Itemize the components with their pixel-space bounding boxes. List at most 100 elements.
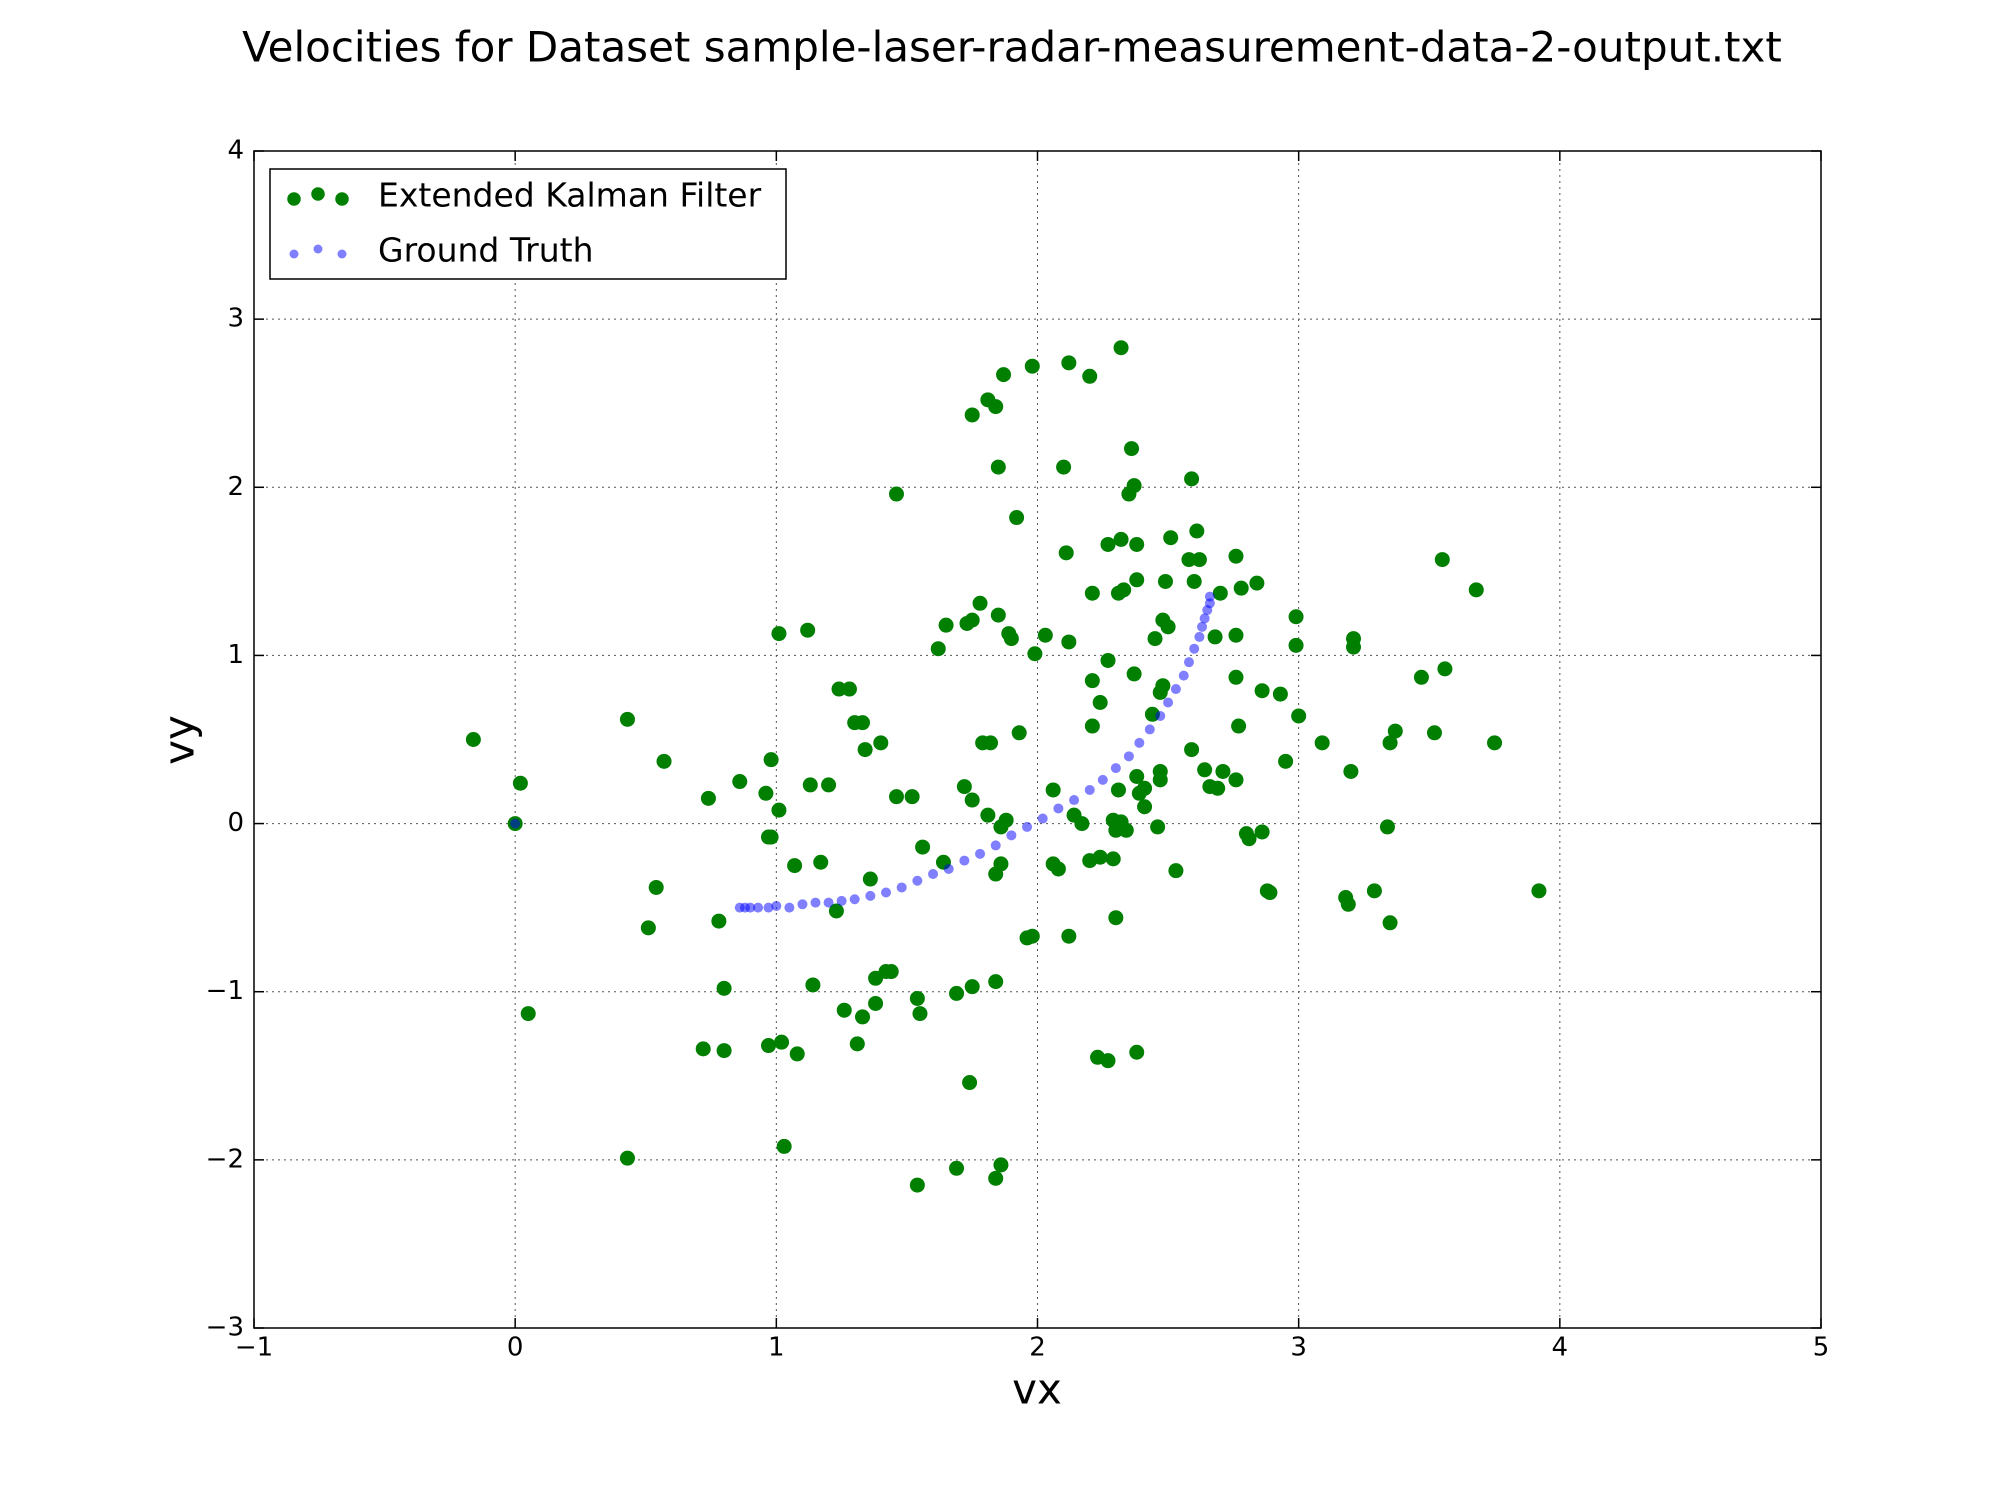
scatter-point: [1189, 643, 1200, 654]
x-tick-label: 4: [1552, 1333, 1569, 1363]
legend-marker: [311, 187, 325, 201]
scatter-point: [1168, 863, 1184, 879]
scatter-point: [943, 863, 954, 874]
y-tick-label: 1: [227, 640, 244, 670]
scatter-point: [949, 1160, 965, 1176]
scatter-point: [959, 855, 970, 866]
scatter-point: [849, 894, 860, 905]
scatter-point: [873, 735, 889, 751]
scatter-point: [831, 681, 847, 697]
scatter-point: [1254, 683, 1270, 699]
scatter-point: [938, 617, 954, 633]
scatter-point: [928, 869, 939, 880]
scatter-point: [813, 854, 829, 870]
scatter-point: [1100, 536, 1116, 552]
scatter-point: [789, 1046, 805, 1062]
scatter-point: [1126, 478, 1142, 494]
scatter-point: [510, 818, 521, 829]
scatter-point: [1382, 915, 1398, 931]
scatter-point: [1074, 816, 1090, 832]
scatter-point: [1129, 572, 1145, 588]
scatter-point: [1241, 831, 1257, 847]
scatter-point: [993, 856, 1009, 872]
scatter-point: [512, 775, 528, 791]
x-tick-label: 1: [768, 1333, 785, 1363]
scatter-point: [1144, 724, 1155, 735]
scatter-point: [1379, 819, 1395, 835]
scatter-point: [1183, 657, 1194, 668]
scatter-point: [640, 920, 656, 936]
scatter-point: [993, 1157, 1009, 1173]
scatter-point: [909, 1177, 925, 1193]
scatter-point: [1228, 669, 1244, 685]
scatter-point: [1129, 536, 1145, 552]
scatter-point: [1113, 531, 1129, 547]
scatter-point: [753, 902, 764, 913]
scatter-point: [1058, 545, 1074, 561]
scatter-point: [1024, 928, 1040, 944]
scatter-point: [857, 742, 873, 758]
legend-marker: [289, 249, 299, 259]
scatter-point: [1343, 763, 1359, 779]
scatter-point: [771, 900, 782, 911]
scatter-point: [823, 897, 834, 908]
scatter-point: [1084, 673, 1100, 689]
scatter-point: [1003, 631, 1019, 647]
scatter-point: [1137, 799, 1153, 815]
scatter-point: [1487, 735, 1503, 751]
scatter-point: [1437, 661, 1453, 677]
scatter-point: [784, 902, 795, 913]
scatter-point: [1137, 780, 1153, 796]
scatter-point: [745, 902, 756, 913]
scatter-point: [865, 890, 876, 901]
scatter-point: [1110, 763, 1121, 774]
x-tick-label: 3: [1290, 1333, 1307, 1363]
scatter-point: [1272, 686, 1288, 702]
scatter-point: [990, 607, 1006, 623]
scatter-point: [619, 1150, 635, 1166]
scatter-point: [980, 807, 996, 823]
y-tick-label: 2: [227, 472, 244, 502]
scatter-point: [988, 1170, 1004, 1186]
scatter-point: [1184, 742, 1200, 758]
scatter-point: [975, 848, 986, 859]
scatter-point: [896, 882, 907, 893]
chart-title: Velocities for Dataset sample-laser-rada…: [242, 23, 1782, 72]
scatter-point: [1022, 821, 1033, 832]
scatter-point: [760, 1038, 776, 1054]
scatter-point: [763, 829, 779, 845]
scatter-point: [800, 622, 816, 638]
scatter-point: [862, 871, 878, 887]
scatter-point: [888, 486, 904, 502]
scatter-point: [774, 1034, 790, 1050]
scatter-point: [1228, 548, 1244, 564]
scatter-point: [883, 964, 899, 980]
scatter-point: [1092, 695, 1108, 711]
scatter-point: [716, 980, 732, 996]
scatter-point: [1006, 830, 1017, 841]
scatter-point: [1092, 849, 1108, 865]
scatter-point: [1288, 637, 1304, 653]
scatter-point: [998, 812, 1014, 828]
scatter-point: [1045, 782, 1061, 798]
legend: Extended Kalman Filter Ground Truth: [269, 168, 787, 280]
scatter-point: [888, 789, 904, 805]
scatter-point: [648, 879, 664, 895]
scatter-point: [1314, 735, 1330, 751]
scatter-point: [1163, 530, 1179, 546]
scatter-point: [1184, 471, 1200, 487]
scatter-point: [1228, 772, 1244, 788]
scatter-point: [1254, 824, 1270, 840]
scatter-point: [1278, 753, 1294, 769]
scatter-point: [758, 785, 774, 801]
y-tick-label: −2: [206, 1144, 244, 1174]
legend-label: Extended Kalman Filter: [378, 176, 762, 215]
grid: [253, 150, 1822, 1329]
scatter-point: [1228, 627, 1244, 643]
scatter-point: [805, 977, 821, 993]
scatter-point: [996, 367, 1012, 383]
scatter-point: [763, 902, 774, 913]
scatter-point: [1110, 782, 1126, 798]
scatter-point: [732, 774, 748, 790]
scatter-point: [912, 1006, 928, 1022]
